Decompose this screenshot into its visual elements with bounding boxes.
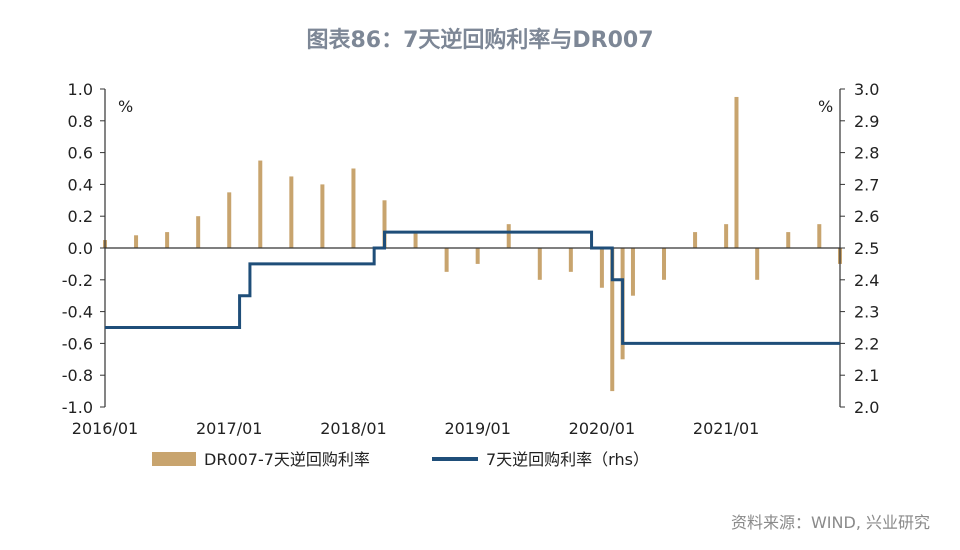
right-tick-label: 2.5 bbox=[854, 239, 879, 258]
spread-bar bbox=[506, 224, 511, 248]
right-tick-label: 2.3 bbox=[854, 303, 879, 322]
spread-bars bbox=[103, 96, 842, 392]
right-tick-label: 2.1 bbox=[854, 366, 879, 385]
right-axis-unit: % bbox=[818, 97, 833, 116]
spread-bar bbox=[599, 248, 604, 288]
x-tick-label: 2019/01 bbox=[444, 419, 510, 438]
right-tick-label: 2.8 bbox=[854, 144, 879, 163]
spread-bar bbox=[413, 232, 418, 248]
source-note: 资料来源：WIND, 兴业研究 bbox=[731, 513, 930, 532]
spread-bar bbox=[289, 176, 294, 248]
spread-bar bbox=[444, 248, 449, 272]
right-tick-label: 3.0 bbox=[854, 80, 879, 99]
reverse-repo-line bbox=[105, 230, 840, 345]
spread-bar bbox=[351, 168, 356, 248]
right-axis-ticks: 3.0 2.9 2.8 2.7 2.6 2.5 2.4 2.3 2.2 2.1 2.0 bbox=[840, 80, 879, 417]
left-tick-label: 0.6 bbox=[68, 144, 93, 163]
x-axis-ticks: 2016/01 2017/01 2018/01 2019/01 2020/01 2021/… bbox=[72, 419, 760, 438]
spread-bar bbox=[537, 248, 542, 280]
right-tick-label: 2.0 bbox=[854, 398, 879, 417]
left-tick-label: -0.2 bbox=[62, 271, 93, 290]
axes bbox=[104, 89, 841, 407]
spread-bar bbox=[693, 232, 698, 248]
left-tick-label: -0.6 bbox=[62, 334, 93, 353]
right-tick-label: 2.4 bbox=[854, 271, 879, 290]
x-tick-label: 2017/01 bbox=[196, 419, 262, 438]
spread-bar bbox=[755, 248, 760, 280]
left-tick-label: 0.4 bbox=[68, 175, 93, 194]
x-tick-label: 2016/01 bbox=[72, 419, 138, 438]
spread-bar bbox=[475, 248, 480, 264]
spread-bar bbox=[165, 232, 170, 248]
left-tick-label: 1.0 bbox=[68, 80, 93, 99]
spread-bar bbox=[734, 96, 739, 248]
chart-title: 图表86：7天逆回购利率与DR007 bbox=[306, 27, 653, 53]
left-tick-label: -0.8 bbox=[62, 366, 93, 385]
left-tick-label: 0.8 bbox=[68, 112, 93, 131]
left-axis-ticks: 1.0 0.8 0.6 0.4 0.2 0.0 -0.2 -0.4 -0.6 -0.8 -1.0 bbox=[62, 80, 105, 417]
x-tick-label: 2018/01 bbox=[320, 419, 386, 438]
left-axis-unit: % bbox=[118, 97, 133, 116]
spread-bar bbox=[630, 248, 635, 296]
reverse-repo-step-line bbox=[105, 230, 840, 345]
spread-bar bbox=[568, 248, 573, 272]
spread-bar bbox=[724, 224, 729, 248]
left-tick-label: 0.0 bbox=[68, 239, 93, 258]
spread-bar bbox=[196, 216, 201, 248]
left-tick-label: 0.2 bbox=[68, 207, 93, 226]
right-tick-label: 2.9 bbox=[854, 112, 879, 131]
spread-bar bbox=[258, 160, 263, 248]
x-tick-label: 2020/01 bbox=[569, 419, 635, 438]
spread-bar bbox=[134, 235, 139, 248]
spread-bar bbox=[227, 192, 232, 248]
legend: DR007-7天逆回购利率 7天逆回购利率（rhs） bbox=[152, 450, 649, 469]
spread-bar bbox=[320, 184, 325, 248]
right-tick-label: 2.2 bbox=[854, 334, 879, 353]
legend-swatch-bars bbox=[152, 452, 196, 466]
legend-label-line: 7天逆回购利率（rhs） bbox=[486, 450, 649, 469]
spread-bar bbox=[382, 200, 387, 248]
left-tick-label: -1.0 bbox=[62, 398, 93, 417]
right-tick-label: 2.7 bbox=[854, 175, 879, 194]
left-tick-label: -0.4 bbox=[62, 303, 93, 322]
legend-label-bars: DR007-7天逆回购利率 bbox=[204, 450, 370, 469]
right-tick-label: 2.6 bbox=[854, 207, 879, 226]
spread-bar bbox=[662, 248, 667, 280]
spread-bar bbox=[786, 232, 791, 248]
spread-bar bbox=[817, 224, 822, 248]
x-tick-label: 2021/01 bbox=[693, 419, 759, 438]
spread-bar bbox=[610, 248, 615, 392]
